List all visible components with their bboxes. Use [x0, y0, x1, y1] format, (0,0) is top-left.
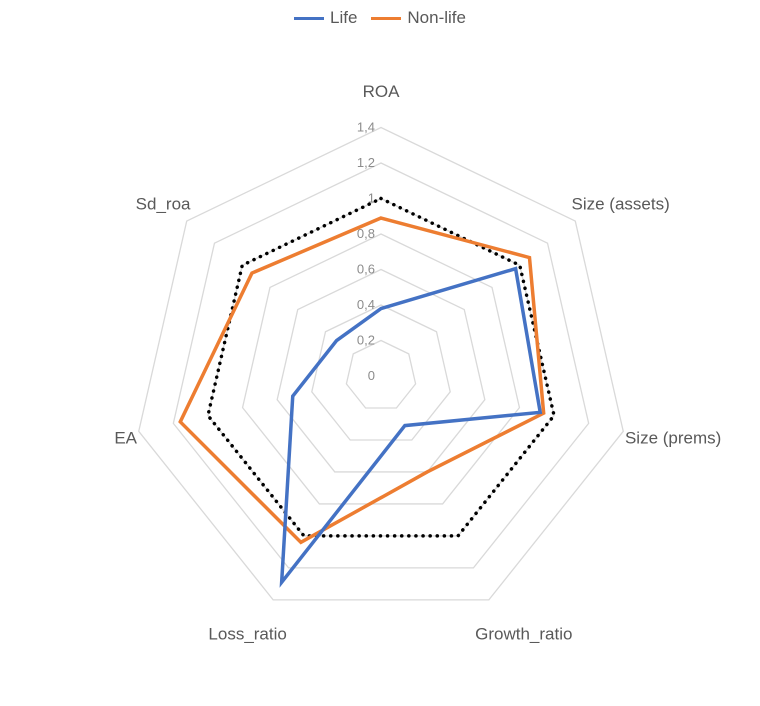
legend-label-life: Life — [329, 8, 358, 27]
legend-item-non-life[interactable]: Non-life — [371, 8, 466, 28]
tick-label: 0,2 — [357, 333, 375, 348]
axis-label-3: Growth_ratio — [475, 624, 572, 643]
axis-label-6: Sd_roa — [136, 194, 191, 213]
axis-label-5: EA — [114, 429, 137, 448]
axis-label-1: Size (assets) — [571, 194, 669, 213]
gridline-1 — [345, 339, 417, 409]
tick-label: 0,8 — [357, 226, 375, 241]
gridline-3 — [276, 268, 486, 473]
legend: Life Non-life — [0, 8, 760, 28]
reference-series — [206, 196, 556, 538]
series-life — [279, 266, 543, 588]
axis-label-0: ROA — [363, 82, 401, 101]
axis-label-4: Loss_ratio — [208, 624, 286, 643]
legend-label-non-life: Non-life — [407, 8, 466, 27]
gridline-7 — [138, 126, 624, 601]
gridline-6 — [172, 162, 590, 569]
tick-label: 0 — [368, 368, 375, 383]
tick-label: 1,2 — [357, 155, 375, 170]
tick-label: 0,4 — [357, 297, 375, 312]
gridline-4 — [241, 233, 521, 505]
axis-label-2: Size (prems) — [625, 429, 721, 448]
legend-item-life[interactable]: Life — [293, 8, 358, 28]
gridline-2 — [311, 304, 451, 441]
series-non-life — [178, 216, 546, 545]
tick-label: 0,6 — [357, 262, 375, 277]
legend-swatch-life — [293, 16, 324, 20]
tick-label: 1 — [368, 191, 375, 206]
legend-swatch-non-life — [371, 16, 402, 20]
tick-label: 1,4 — [357, 120, 375, 135]
